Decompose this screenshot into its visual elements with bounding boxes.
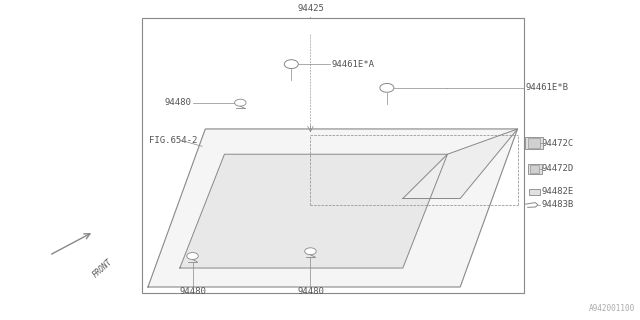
Text: 94472D: 94472D [541,164,574,173]
Text: 94425: 94425 [297,4,324,12]
Text: A942001100: A942001100 [589,304,636,313]
Ellipse shape [284,60,298,68]
Polygon shape [403,129,518,198]
Bar [531,165,540,172]
Bar [141,18,524,293]
Text: 94480: 94480 [164,98,191,107]
Polygon shape [180,154,447,268]
Text: FIG.654-2: FIG.654-2 [149,135,198,145]
Bar [525,137,543,149]
Text: 94482E: 94482E [541,187,574,196]
Bar [529,139,540,148]
Ellipse shape [380,84,394,92]
Text: 94480: 94480 [297,287,324,296]
Text: FRONT: FRONT [91,257,114,279]
Text: 94472C: 94472C [541,139,574,148]
Text: 94480: 94480 [179,287,206,296]
Bar [529,189,540,195]
Ellipse shape [235,99,246,106]
Text: 94483B: 94483B [541,200,574,209]
Polygon shape [148,129,518,287]
Ellipse shape [305,248,316,255]
Text: 94461E*B: 94461E*B [525,83,568,92]
Bar [528,164,541,174]
Text: 94461E*A: 94461E*A [332,60,374,69]
Ellipse shape [187,252,198,260]
